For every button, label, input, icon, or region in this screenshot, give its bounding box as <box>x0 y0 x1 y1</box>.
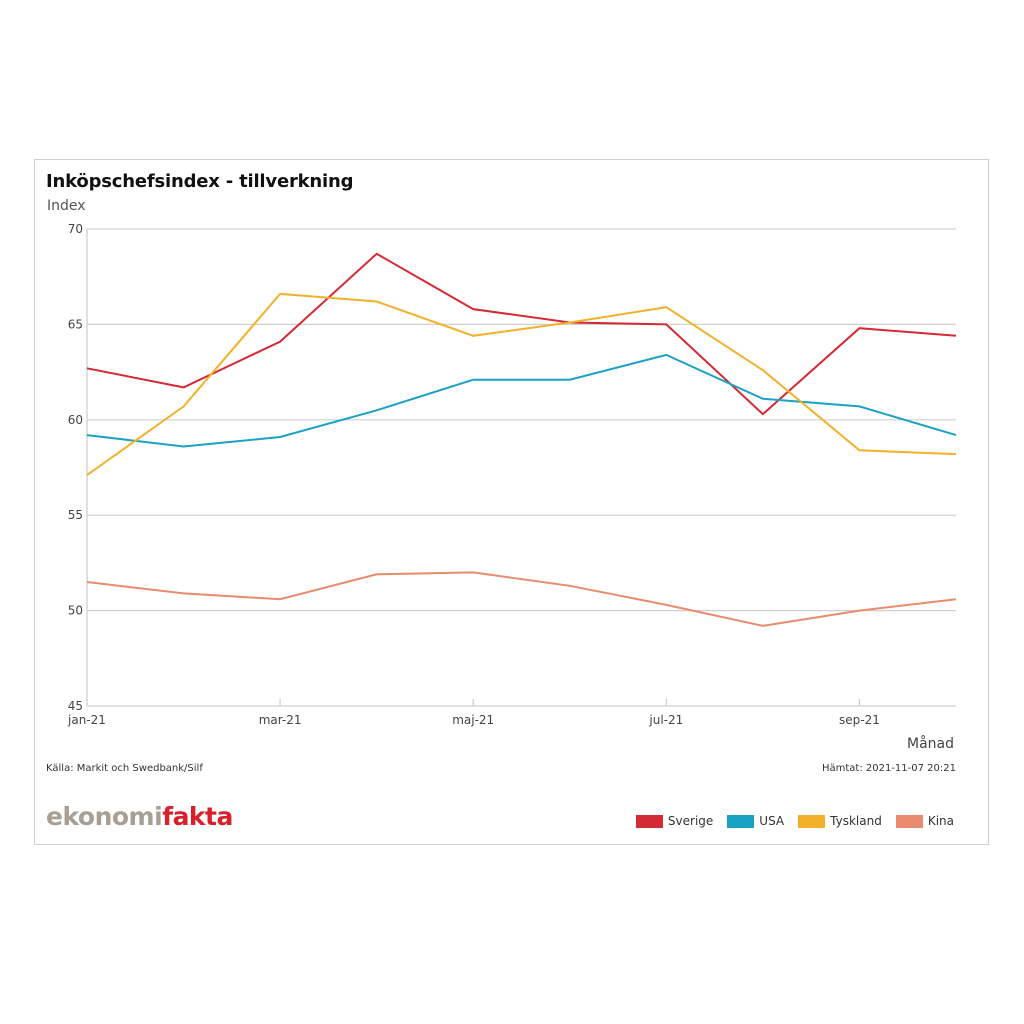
legend-item-usa[interactable]: USA <box>727 814 784 828</box>
legend-label: Tyskland <box>830 814 882 828</box>
legend-item-kina[interactable]: Kina <box>895 814 954 828</box>
y-tick-label: 60 <box>68 413 83 427</box>
y-axis-label: Index <box>47 198 86 214</box>
legend-item-sverige[interactable]: Sverige <box>635 814 714 828</box>
legend-swatch <box>727 814 755 828</box>
y-tick-label: 65 <box>68 317 83 331</box>
series-line-kina[interactable] <box>86 571 957 627</box>
series-line-usa[interactable] <box>86 353 957 448</box>
series-line-sverige[interactable] <box>86 252 957 416</box>
chart-frame <box>34 159 989 845</box>
logo-part-ekonomi: ekonomi <box>46 802 163 831</box>
legend: Sverige USA Tyskland Kina <box>622 814 954 828</box>
chart-title: Inköpschefsindex - tillverkning <box>46 171 354 192</box>
y-tick-label: 70 <box>68 222 83 236</box>
ekonomifakta-logo[interactable]: ekonomifakta <box>46 802 233 831</box>
x-axis-label: Månad <box>907 736 954 752</box>
x-tick-label: mar-21 <box>259 713 302 727</box>
legend-label: Kina <box>927 814 954 828</box>
x-tick-label: sep-21 <box>839 713 880 727</box>
legend-item-tyskland[interactable]: Tyskland <box>798 814 882 828</box>
series-line-tyskland[interactable] <box>86 292 957 476</box>
legend-swatch <box>635 814 663 828</box>
source-note: Källa: Markit och Swedbank/Silf <box>46 763 203 774</box>
x-tick-label: jul-21 <box>648 713 683 727</box>
x-tick-label: jan-21 <box>67 713 106 727</box>
legend-label: USA <box>759 814 785 828</box>
y-tick-label: 45 <box>68 699 83 713</box>
y-tick-label: 50 <box>68 604 83 618</box>
fetched-timestamp: Hämtat: 2021-11-07 20:21 <box>821 763 956 774</box>
legend-swatch <box>895 814 923 828</box>
legend-swatch <box>798 814 826 828</box>
legend-label: Sverige <box>667 814 714 828</box>
x-tick-label: maj-21 <box>452 713 494 727</box>
logo-part-fakta: fakta <box>162 802 233 831</box>
y-tick-label: 55 <box>68 508 83 522</box>
